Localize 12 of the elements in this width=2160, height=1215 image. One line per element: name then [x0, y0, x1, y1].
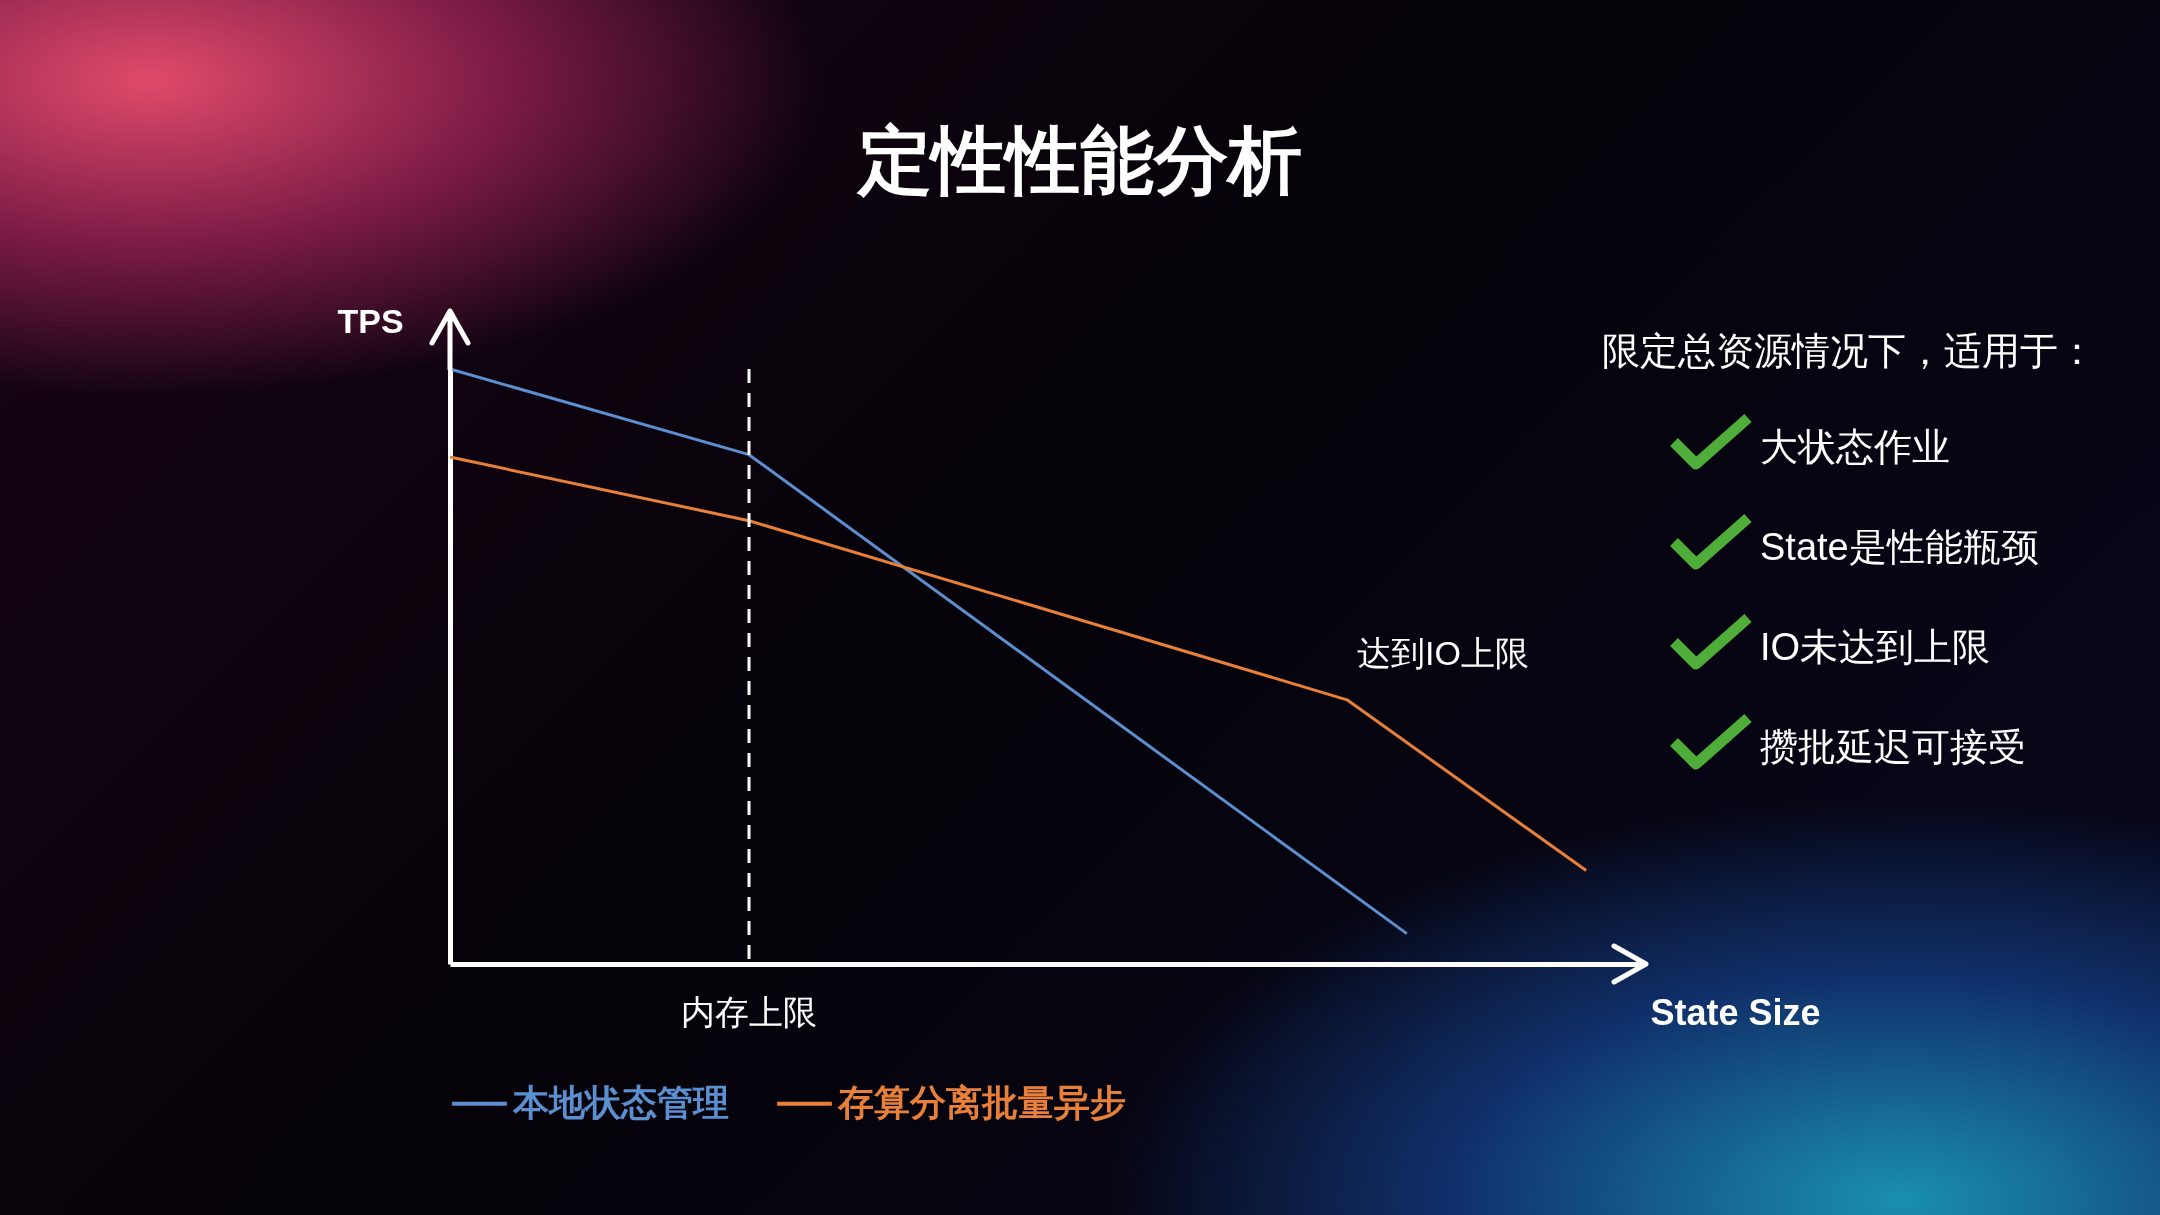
x-axis-title: State Size	[1650, 991, 1821, 1033]
text: 内存上限	[681, 993, 817, 1031]
annotation: 达到IO上限	[1357, 633, 1529, 672]
y-axis-title: TPS	[337, 301, 404, 340]
text: 攒批延迟可接受	[1760, 725, 2026, 770]
text: State是性能瓶颈	[1760, 525, 2039, 570]
legend-label: 本地状态管理	[512, 1081, 729, 1123]
chart-title: 定性性能分析	[855, 118, 1303, 204]
legend-label: 存算分离批量异步	[837, 1081, 1126, 1123]
text: IO未达到上限	[1760, 625, 1991, 670]
text: 大状态作业	[1760, 425, 1950, 470]
annotation: 限定总资源情况下，适用于：	[1602, 329, 2096, 374]
